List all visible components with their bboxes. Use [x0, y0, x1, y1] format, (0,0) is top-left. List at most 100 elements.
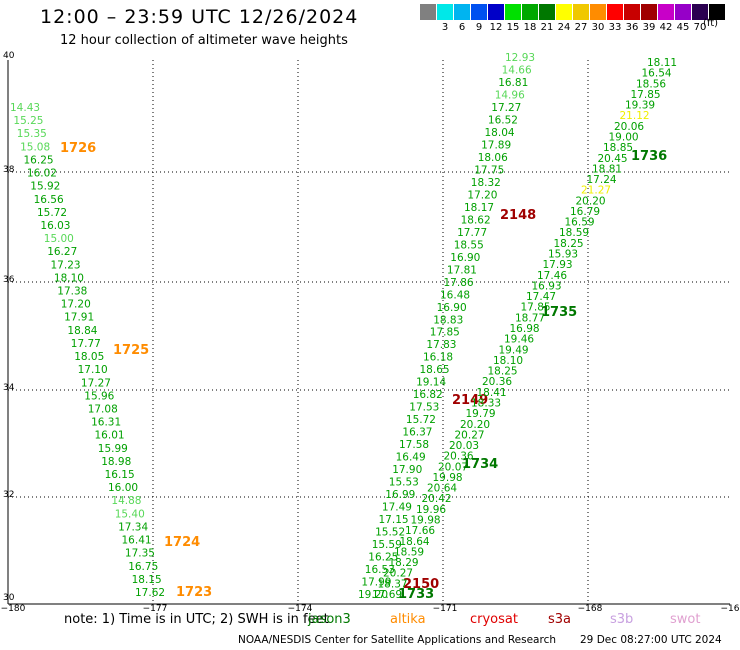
wave-height-value: 17.91 — [64, 312, 94, 324]
wave-height-value: 18.33 — [471, 398, 501, 410]
wave-height-value: 17.24 — [587, 174, 617, 186]
wave-height-value: 19.14 — [416, 377, 446, 389]
wave-height-value: 17.66 — [405, 525, 435, 537]
wave-height-value: 18.64 — [400, 536, 430, 548]
wave-height-value: 17.81 — [447, 264, 477, 276]
wave-height-value: 17.27 — [491, 102, 521, 114]
color-swatch — [709, 4, 725, 20]
wave-height-value: 16.25 — [368, 552, 398, 564]
wave-height-value: 17.23 — [51, 259, 81, 271]
wave-height-value: 18.59 — [394, 546, 424, 558]
wave-height-value: 18.25 — [554, 238, 584, 250]
wave-height-value: 15.72 — [406, 414, 436, 426]
wave-height-value: 17.34 — [118, 522, 148, 534]
color-scale-label: 18 — [523, 22, 537, 33]
wave-height-value: 16.41 — [122, 535, 152, 547]
wave-height-value: 16.79 — [570, 206, 600, 218]
wave-height-value: 17.58 — [399, 439, 429, 451]
wave-height-value: 17.89 — [481, 139, 511, 151]
wave-height-value: 19.98 — [411, 515, 441, 527]
lat-label: 40 — [3, 51, 15, 61]
wave-height-value: 16.90 — [450, 252, 480, 264]
wave-height-value: 20.64 — [427, 483, 457, 495]
mission-label: jason3 — [308, 612, 351, 627]
color-swatch — [539, 4, 555, 20]
color-scale-label: 12 — [489, 22, 503, 33]
wave-height-value: 17.85 — [430, 327, 460, 339]
wave-height-value: 15.40 — [115, 508, 145, 520]
wave-height-value: 17.90 — [392, 464, 422, 476]
pass-number-label: 2148 — [500, 208, 536, 223]
wave-height-value: 20.20 — [460, 419, 490, 431]
wave-height-value: 18.85 — [603, 142, 633, 154]
pass-number-label: 1734 — [462, 457, 498, 472]
lat-label: 30 — [3, 593, 15, 603]
wave-height-value: 15.92 — [30, 181, 60, 193]
wave-height-value: 16.27 — [47, 246, 77, 258]
wave-height-value: 14.66 — [502, 65, 532, 77]
lat-label: 38 — [3, 165, 15, 175]
color-swatch — [641, 4, 657, 20]
wave-height-value: 18.59 — [559, 227, 589, 239]
color-swatch — [522, 4, 538, 20]
wave-height-value: 20.27 — [383, 568, 413, 580]
wave-height-value: 17.08 — [88, 404, 118, 416]
color-swatch — [607, 4, 623, 20]
wave-height-value: 18.29 — [389, 557, 419, 569]
wave-height-value: 17.75 — [474, 164, 504, 176]
wave-height-value: 15.59 — [372, 539, 402, 551]
color-scale-label: 39 — [642, 22, 656, 33]
mission-label: cryosat — [470, 612, 518, 627]
wave-height-value: 20.20 — [576, 195, 606, 207]
wave-height-value: 19.96 — [416, 504, 446, 516]
wave-height-value: 17.93 — [543, 259, 573, 271]
axis-labels: −180 −177 −174 −171 −168 −16 40 38 36 34 32 30 — [1, 51, 740, 614]
wave-height-value: 16.90 — [437, 302, 467, 314]
wave-height-value: 19.49 — [499, 344, 529, 356]
wave-height-value: 20.42 — [422, 493, 452, 505]
wave-height-value: 20.06 — [614, 121, 644, 133]
pass-number-label: 1733 — [398, 587, 434, 602]
pass-number-label: 1735 — [541, 305, 577, 320]
wave-height-value: 18.98 — [101, 456, 131, 468]
wave-height-value: 18.10 — [54, 272, 84, 284]
wave-height-value: 16.99 — [385, 489, 415, 501]
color-scale-label: 42 — [659, 22, 673, 33]
color-swatch — [420, 4, 436, 20]
wave-height-value: 16.37 — [402, 427, 432, 439]
wave-height-value: 17.85 — [521, 302, 551, 314]
wave-height-value: 18.77 — [515, 312, 545, 324]
pass-number-label: 1725 — [113, 343, 149, 358]
map-subtitle: 12 hour collection of altimeter wave hei… — [60, 33, 348, 48]
wave-height-value: 18.83 — [433, 314, 463, 326]
wave-height-value: 17.49 — [382, 502, 412, 514]
wave-height-value: 14.88 — [111, 495, 141, 507]
wave-height-value: 20.27 — [455, 429, 485, 441]
wave-height-value: 15.99 — [98, 443, 128, 455]
wave-height-value: 17.83 — [426, 339, 456, 351]
color-scale-label: 15 — [506, 22, 520, 33]
wave-height-value: 15.96 — [84, 390, 114, 402]
map-frame — [7, 60, 730, 605]
color-scale-label: 9 — [475, 22, 483, 33]
lon-label: −177 — [143, 604, 168, 614]
wave-height-value: 16.98 — [510, 323, 540, 335]
wave-height-value: 12.93 — [505, 52, 535, 64]
wave-height-value: 16.03 — [40, 220, 70, 232]
color-swatch — [590, 4, 606, 20]
color-scale-label: 45 — [676, 22, 690, 33]
wave-height-value: 16.52 — [488, 114, 518, 126]
generation-timestamp: 29 Dec 08:27:00 UTC 2024 — [580, 634, 722, 646]
wave-height-value: 16.81 — [498, 77, 528, 89]
color-swatch — [658, 4, 674, 20]
footer-note: note: 1) Time is in UTC; 2) SWH is in fe… — [64, 612, 329, 627]
color-swatch — [692, 4, 708, 20]
wave-height-value: 17.62 — [135, 587, 165, 599]
wave-height-value: 16.00 — [108, 482, 138, 494]
wave-height-value: 20.36 — [482, 376, 512, 388]
mission-label: swot — [670, 612, 701, 627]
color-scale-label: 30 — [591, 22, 605, 33]
wave-height-value: 17.10 — [78, 364, 108, 376]
wave-height-value: 17.38 — [57, 286, 87, 298]
pass-number-label: 1723 — [176, 585, 212, 600]
